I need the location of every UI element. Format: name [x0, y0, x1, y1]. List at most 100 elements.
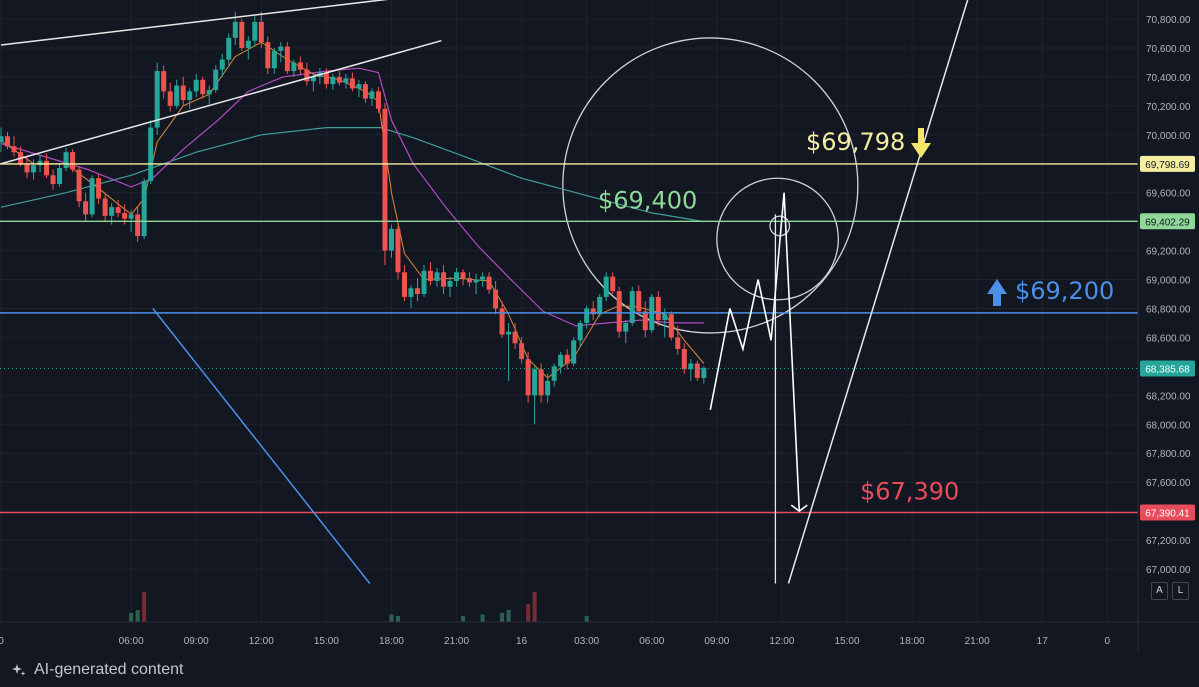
candle-body: [102, 198, 108, 216]
sparkle-icon: [12, 663, 26, 676]
candle-body: [414, 288, 420, 294]
candle-body: [375, 91, 381, 109]
candle-body: [454, 272, 460, 281]
candle-body: [506, 331, 512, 335]
candle-body: [642, 311, 648, 331]
candle-body: [688, 363, 694, 370]
candle-body: [577, 322, 583, 341]
candle-body: [323, 72, 329, 85]
time-tick-label: 18:00: [900, 636, 925, 647]
candle-body: [408, 288, 414, 297]
candle-body: [545, 380, 551, 396]
volume-bar: [584, 616, 589, 622]
price-tick-label: 70,000.00: [1146, 131, 1191, 142]
log-scale-button[interactable]: L: [1172, 582, 1189, 600]
price-tick-label: 67,000.00: [1146, 565, 1191, 576]
candle-body: [395, 228, 401, 273]
time-tick-label: 16: [516, 636, 528, 647]
candle-body: [284, 46, 290, 72]
candle-body: [701, 367, 707, 378]
trend-channel-line: [0, 39, 442, 165]
candle-body: [629, 291, 635, 323]
target-price-tag-bg: [1140, 504, 1195, 521]
price-tick-label: 70,600.00: [1146, 44, 1191, 55]
mid-level-price-tag: 69,402.29: [1145, 217, 1190, 228]
auto-scale-button[interactable]: A: [1151, 582, 1168, 600]
candle-body: [271, 50, 277, 69]
candle-body: [362, 84, 368, 99]
candle-body: [610, 276, 616, 292]
time-tick-label: 15:00: [834, 636, 859, 647]
candle-body: [258, 21, 264, 43]
time-tick-label: 09:00: [184, 636, 209, 647]
candle-body: [11, 146, 17, 153]
candle-body: [226, 37, 232, 60]
candle-body: [428, 270, 434, 281]
candle-body: [174, 85, 180, 106]
candle-body: [115, 207, 121, 213]
price-chart[interactable]: $69,798$69,400$69,200$67,390 70,800.0070…: [0, 0, 1199, 652]
candle-body: [135, 214, 141, 237]
current-price-tag-bg: [1140, 360, 1195, 377]
resistance-price-tag: 69,798.69: [1145, 160, 1190, 171]
time-tick-label: 06:00: [119, 636, 144, 647]
candle-body: [551, 366, 557, 381]
candle-body: [297, 62, 303, 70]
candle-body: [349, 78, 355, 89]
candle-body: [70, 152, 76, 170]
target-price-tag: 67,390.41: [1145, 508, 1190, 519]
chart-background: [0, 0, 1199, 652]
axis-layer: 70,800.00 70,600.00 70,400.00 70,200.00 70,0…: [0, 0, 1199, 652]
target-annotation: $67,390: [860, 477, 959, 505]
price-tick-label: 68,800.00: [1146, 304, 1191, 315]
candle-body: [0, 136, 4, 143]
volume-bar: [480, 614, 485, 622]
candle-body: [499, 308, 505, 335]
volume-bar: [142, 592, 147, 622]
candle-body: [486, 276, 492, 290]
candle-body: [167, 91, 173, 106]
volume-bar: [461, 616, 466, 622]
candle-body: [421, 270, 427, 294]
annotation-layer: $69,798 $69,400 $69,200 $67,390: [598, 128, 1114, 506]
arrow-down-icon: [911, 128, 931, 158]
candle-body: [681, 349, 687, 370]
candle-body: [512, 331, 518, 344]
candle-body: [493, 289, 499, 309]
volume-bar: [506, 610, 511, 622]
candle-body: [434, 272, 440, 281]
candle-body: [310, 76, 316, 82]
candle-body: [538, 369, 544, 396]
candle-body: [473, 279, 479, 283]
candle-body: [336, 76, 342, 83]
grid-layer: [0, 0, 1199, 652]
candle-body: [265, 42, 271, 69]
price-tick-label: 68,000.00: [1146, 420, 1191, 431]
candle-body: [356, 84, 362, 89]
candle-body: [662, 314, 668, 321]
candle-body: [597, 296, 603, 315]
resistance-price-tag-bg: [1140, 155, 1195, 172]
ai-generated-label: AI-generated content: [34, 660, 184, 678]
arrow-up-icon: [987, 279, 1007, 306]
candle-body: [57, 168, 63, 184]
candle-body: [154, 71, 160, 128]
ema-slow-line: [0, 126, 704, 223]
projection-arrowhead: [790, 504, 808, 513]
candle-body: [636, 291, 642, 312]
price-tick-label: 67,800.00: [1146, 449, 1191, 460]
time-tick-label: 0: [1105, 636, 1111, 647]
time-tick-label: 21:00: [965, 636, 990, 647]
time-tick-label: 12:00: [769, 636, 794, 647]
candle-body: [369, 91, 375, 99]
support-annotation: $69,200: [1015, 277, 1114, 305]
candle-body: [278, 46, 284, 51]
candle-body: [24, 163, 30, 173]
trend-channel-line: [0, 0, 389, 46]
candle-body: [467, 278, 473, 283]
analysis-circle-large: [562, 37, 859, 334]
candle-body: [532, 369, 538, 396]
volume-bar: [135, 610, 140, 622]
candle-body: [83, 201, 89, 215]
